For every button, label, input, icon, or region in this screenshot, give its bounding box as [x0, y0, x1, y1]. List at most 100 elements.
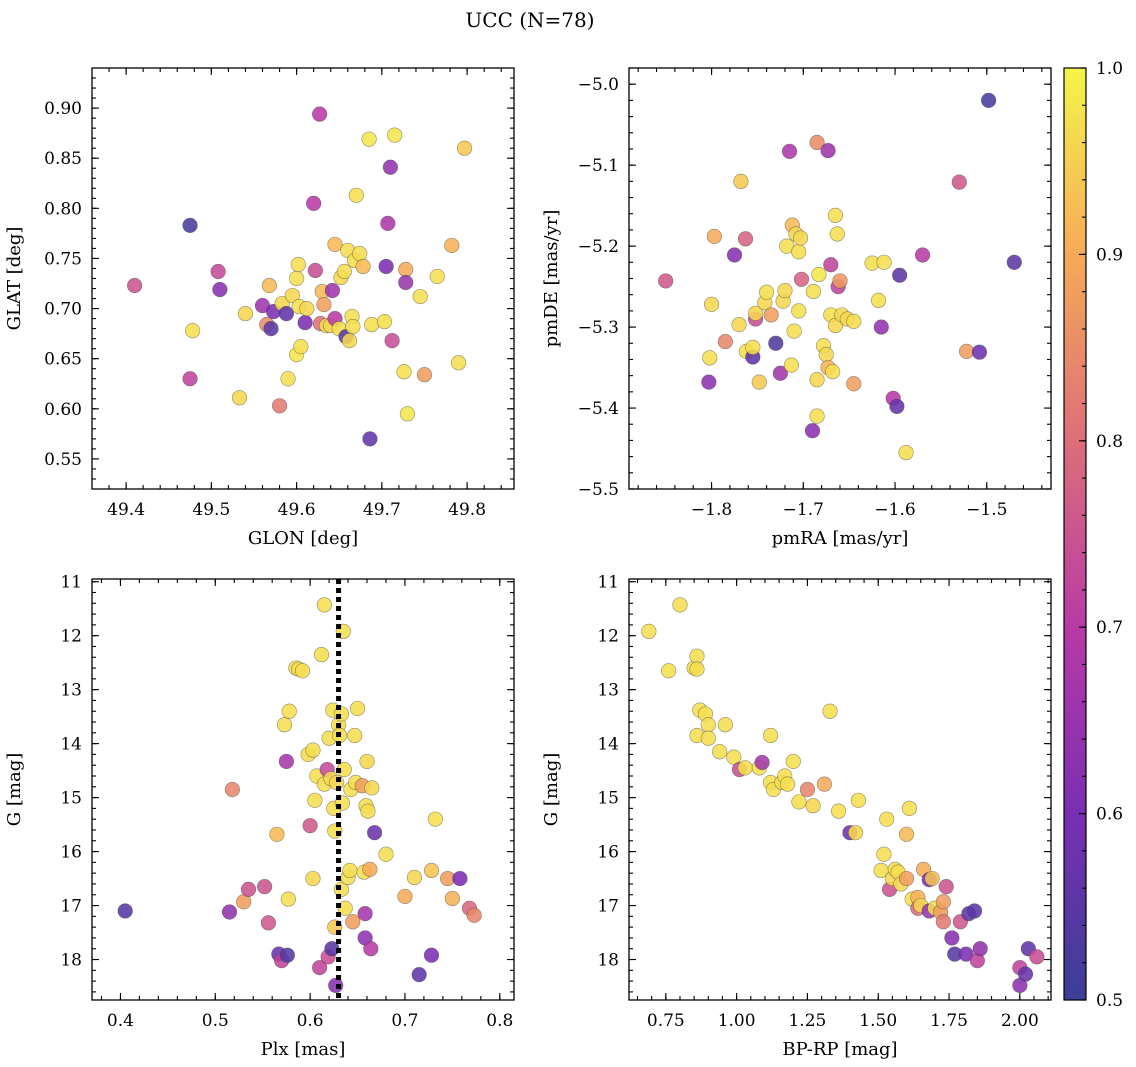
scatter-point [726, 247, 743, 263]
x-tick-label: −1.5 [966, 500, 1007, 520]
scatter-point [702, 350, 718, 366]
y-tick-label: 15 [597, 789, 619, 809]
scatter-point [450, 355, 467, 371]
scatter-point [416, 367, 433, 383]
y-tick-label: 0.55 [44, 450, 82, 470]
scatter-point [398, 274, 414, 291]
scatter-point [348, 187, 364, 203]
scatter-point [898, 870, 915, 887]
scatter-point [184, 323, 201, 339]
scatter-point [892, 267, 908, 283]
scatter-point [763, 307, 779, 323]
scatter-point [127, 277, 143, 294]
scatter-point [362, 861, 378, 877]
scatter-point [452, 870, 468, 887]
scatter-point [342, 862, 358, 879]
scatter-point [733, 173, 749, 189]
scatter-point [399, 406, 416, 422]
scatter-point [785, 753, 801, 770]
x-axis-label: Plx [mas] [261, 1039, 346, 1060]
panel-frame [628, 578, 1052, 1001]
colorbar-tick-label: 0.7 [1096, 618, 1123, 638]
scatter-point [406, 869, 423, 886]
scatter-point [703, 296, 720, 313]
scatter-point [958, 946, 974, 962]
x-tick-label: 0.7 [391, 1011, 418, 1031]
scatter-point [182, 371, 198, 387]
y-tick-label: 14 [60, 735, 82, 755]
scatter-point [361, 131, 377, 147]
scatter-point [456, 140, 473, 156]
scatter-point [914, 247, 931, 263]
panel-3: 0.4 0.5 0.6 0.7 0.8 11 12 13 14 15 16 17 18 Plx [mas]… [4, 573, 515, 1060]
scatter-point [444, 237, 460, 254]
scatter-point [297, 315, 313, 331]
scatter-point [1017, 966, 1034, 982]
scatter-point [336, 263, 352, 280]
y-tick-label: 0.90 [44, 99, 82, 119]
scatter-point [384, 333, 400, 349]
scatter-point [359, 753, 375, 770]
scatter-point [294, 663, 311, 679]
y-tick-label: −5.1 [578, 156, 619, 176]
scatter-point [316, 597, 332, 613]
scatter-point [870, 292, 887, 308]
scatter-point [337, 900, 353, 916]
scatter-point [345, 914, 361, 930]
scatter-point [299, 300, 315, 317]
scatter-point [935, 894, 951, 910]
scatter-point [316, 296, 332, 313]
x-tick-label: 49.4 [107, 500, 145, 520]
scatter-point [376, 314, 393, 330]
y-axis-label: G [mag] [541, 753, 562, 826]
scatter-point [791, 244, 807, 260]
scatter-point [889, 398, 905, 415]
scatter-point [873, 319, 889, 335]
scatter-point [224, 781, 240, 798]
y-tick-label: 16 [597, 843, 619, 863]
scatter-point [745, 339, 761, 355]
y-tick-label: 18 [60, 951, 82, 971]
scatter-point [380, 215, 396, 231]
scatter-point [305, 870, 321, 887]
scatter-point [712, 744, 728, 760]
figure-title: UCC (N=78) [465, 8, 594, 32]
scatter-point [747, 305, 764, 321]
scatter-point [783, 357, 799, 373]
y-tick-label: 11 [597, 573, 619, 593]
scatter-point [793, 271, 810, 287]
scatter-point [231, 390, 248, 406]
scatter-point [971, 344, 988, 360]
scatter-point [791, 303, 807, 319]
x-axis-label: pmRA [mas/yr] [772, 528, 909, 549]
scatter-point [772, 365, 788, 381]
scatter-point [809, 134, 825, 151]
scatter-point [347, 727, 363, 744]
scatter-point [804, 423, 821, 439]
scatter-point [689, 661, 705, 677]
scatter-point [182, 217, 198, 233]
colorbar-tick-label: 0.6 [1096, 805, 1123, 825]
x-tick-label: 0.75 [647, 1011, 685, 1031]
scatter-point [345, 319, 361, 335]
scatter-point [879, 811, 895, 827]
scatter-point [717, 334, 733, 350]
scatter-point [366, 825, 383, 841]
scatter-point [706, 228, 722, 244]
scatter-point [281, 703, 297, 719]
scatter-point [237, 305, 254, 322]
colorbar-bar [1063, 67, 1087, 1001]
y-tick-label: −5.2 [578, 237, 619, 257]
y-tick-label: −5.3 [578, 318, 619, 338]
x-tick-label: 49.8 [448, 500, 486, 520]
scatter-point [768, 335, 784, 351]
scatter-point [278, 753, 295, 770]
scatter-point [305, 742, 321, 758]
y-tick-label: 0.70 [44, 300, 82, 320]
scatter-point [700, 730, 716, 746]
scatter-point [737, 231, 754, 247]
y-tick-label: 18 [597, 951, 619, 971]
scatter-point [901, 800, 917, 816]
y-tick-label: 0.85 [44, 149, 82, 169]
